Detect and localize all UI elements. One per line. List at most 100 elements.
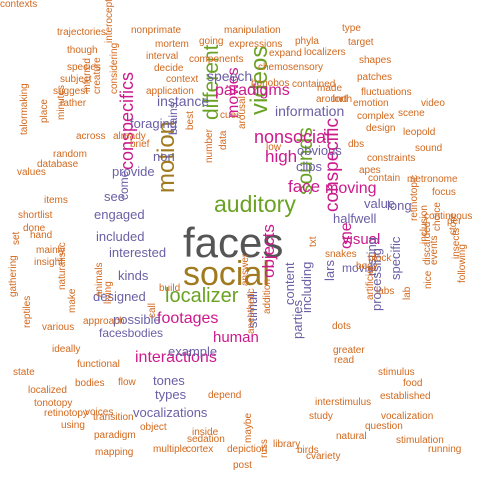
cloud-word: per bbox=[447, 216, 462, 227]
cloud-word: dbs bbox=[348, 139, 365, 150]
cloud-word: interstimulus bbox=[315, 397, 372, 408]
cloud-word: across bbox=[76, 131, 106, 142]
cloud-word: multiple bbox=[153, 444, 188, 455]
cloud-word: paradigms bbox=[215, 82, 290, 99]
cloud-word: tonotopy bbox=[34, 398, 73, 409]
cloud-word: answer bbox=[240, 253, 251, 286]
cloud-word: anesthetic bbox=[246, 288, 257, 334]
cloud-word: post bbox=[233, 460, 252, 471]
cloud-word: halfwell bbox=[333, 211, 377, 226]
cloud-word: cues bbox=[220, 110, 242, 121]
cloud-word: interoceptive bbox=[104, 0, 115, 43]
cloud-word: clips bbox=[296, 159, 323, 174]
cloud-word: long bbox=[387, 198, 412, 213]
cloud-word: established bbox=[380, 391, 431, 402]
cloud-word: insight bbox=[34, 257, 63, 268]
cloud-word: components bbox=[189, 54, 244, 65]
cloud-word: rather bbox=[60, 98, 87, 109]
cloud-word: labs bbox=[376, 286, 395, 297]
cloud-word: patches bbox=[357, 72, 393, 83]
cloud-word: around bbox=[316, 94, 348, 105]
cloud-word: mortem bbox=[155, 39, 189, 50]
cloud-word: artificial bbox=[365, 266, 376, 300]
cloud-word: stimulus bbox=[378, 367, 415, 378]
cloud-word: type bbox=[342, 23, 361, 34]
cloud-word: foraging bbox=[130, 116, 177, 131]
cloud-word: included bbox=[96, 229, 145, 244]
cloud-word: cvariety bbox=[306, 451, 341, 462]
cloud-word: stimulation bbox=[396, 435, 444, 446]
cloud-word: lars bbox=[322, 260, 337, 281]
cloud-word: retinotopy bbox=[44, 408, 88, 419]
cloud-word: running bbox=[428, 444, 462, 455]
cloud-word: metronome bbox=[407, 174, 458, 185]
cloud-word: nonprimate bbox=[131, 25, 182, 36]
cloud-word: call bbox=[147, 302, 158, 318]
cloud-word: focus bbox=[432, 187, 456, 198]
cloud-word: forth bbox=[332, 94, 353, 105]
cloud-word: set bbox=[11, 231, 22, 245]
cloud-word: example bbox=[168, 344, 218, 359]
cloud-word: library bbox=[273, 439, 301, 450]
cloud-word: snakes bbox=[325, 249, 357, 260]
cloud-word: possible bbox=[113, 312, 161, 327]
cloud-word: moving bbox=[325, 180, 377, 197]
cloud-word: vocalization bbox=[381, 411, 434, 422]
cloud-word: sedation bbox=[187, 434, 225, 445]
cloud-word: context bbox=[166, 74, 199, 85]
cloud-word: make bbox=[67, 288, 78, 313]
cloud-word: decide bbox=[154, 63, 184, 74]
cloud-word: brief bbox=[130, 139, 150, 150]
cloud-word: application bbox=[146, 86, 194, 97]
cloud-word: speech bbox=[207, 68, 253, 84]
cloud-word: hand bbox=[30, 230, 53, 241]
cloud-word: contained bbox=[292, 79, 336, 90]
cloud-word: naturalistic bbox=[57, 242, 68, 290]
cloud-word: already bbox=[113, 131, 146, 142]
cloud-word: living bbox=[103, 281, 114, 304]
cloud-word: inferred bbox=[82, 58, 93, 92]
cloud-word: greater bbox=[333, 345, 365, 356]
cloud-word: going bbox=[199, 36, 224, 47]
cloud-word: emotion bbox=[353, 98, 389, 109]
cloud-word: low bbox=[266, 142, 282, 153]
cloud-word: object bbox=[140, 422, 167, 433]
cloud-word: shapes bbox=[359, 55, 392, 66]
cloud-word: movie bbox=[342, 261, 375, 275]
cloud-word: question bbox=[365, 421, 403, 432]
cloud-word: talormaking bbox=[19, 83, 30, 135]
cloud-word: depiction bbox=[227, 444, 268, 455]
cloud-word: natural bbox=[336, 431, 367, 442]
cloud-word: face bbox=[288, 177, 321, 196]
cloud-word: auditory bbox=[214, 191, 296, 217]
cloud-word: designed bbox=[93, 289, 146, 304]
cloud-word: target bbox=[348, 37, 374, 48]
cloud-word: social bbox=[183, 255, 270, 293]
cloud-word: facesbodies bbox=[99, 326, 164, 340]
cloud-word: reptiles bbox=[22, 295, 33, 328]
cloud-word: values bbox=[17, 167, 46, 178]
cloud-word: fluctuations bbox=[361, 87, 412, 98]
cloud-word: expressions bbox=[229, 39, 283, 50]
cloud-word: nice bbox=[423, 270, 434, 289]
cloud-word: txt bbox=[308, 236, 319, 247]
cloud-word: mapping bbox=[95, 447, 134, 458]
cloud-word: ideally bbox=[52, 344, 81, 355]
cloud-word: phyla bbox=[295, 36, 319, 47]
cloud-word: shortlist bbox=[18, 210, 53, 221]
cloud-word: species bbox=[67, 62, 101, 73]
cloud-word: database bbox=[37, 159, 79, 170]
cloud-word: interval bbox=[146, 51, 179, 62]
cloud-word: voices bbox=[85, 407, 114, 418]
cloud-word: provide bbox=[112, 164, 155, 179]
cloud-word: though bbox=[67, 45, 98, 56]
cloud-word: high bbox=[265, 147, 298, 166]
cloud-word: block bbox=[368, 253, 392, 264]
cloud-word: mainly bbox=[36, 245, 65, 256]
cloud-word: cortex bbox=[186, 444, 214, 455]
cloud-word: apes bbox=[359, 165, 381, 176]
cloud-word: interactions bbox=[135, 349, 217, 366]
cloud-word: body bbox=[356, 261, 378, 272]
cloud-word: footages bbox=[157, 310, 219, 327]
